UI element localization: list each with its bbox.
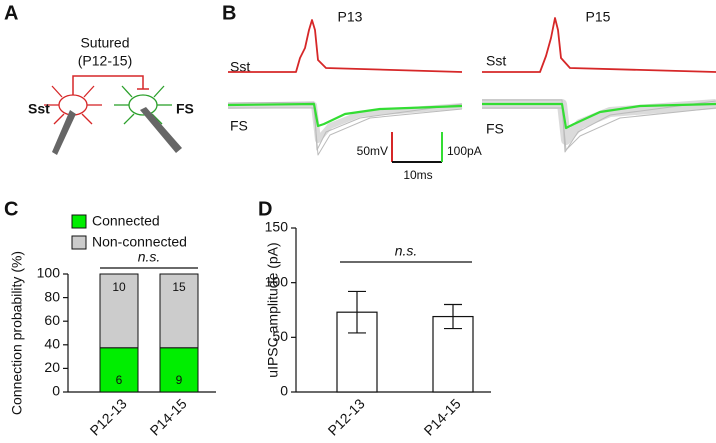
count-label: 6: [116, 373, 123, 387]
y-axis-label: Connection probability (%): [9, 251, 25, 415]
legend-swatch: [71, 235, 87, 250]
panel-letter: A: [4, 2, 18, 24]
trace-label: Sst: [486, 53, 506, 69]
electrode: [140, 107, 182, 153]
scale-label: 10ms: [403, 168, 432, 182]
x-tick-label: P14-15: [146, 395, 189, 438]
panel-letter: B: [222, 2, 236, 24]
y-axis-label: uIPSC amplitude (pA): [265, 242, 281, 377]
trace-title: P13: [338, 9, 363, 25]
y-tick-label: 20: [44, 359, 60, 375]
trace-label: Sst: [230, 59, 250, 75]
traces: [227, 17, 716, 156]
trace-title: P15: [586, 9, 611, 25]
y-tick-label: 0: [280, 383, 288, 399]
x-tick-label: P12-13: [324, 395, 367, 438]
y-tick-label: 100: [265, 273, 289, 289]
y-tick-label: 0: [52, 383, 60, 399]
x-tick-label: P12-13: [86, 395, 129, 438]
y-tick-label: 150: [265, 219, 289, 235]
bar-segment: [159, 273, 199, 349]
annotation: n.s.: [395, 243, 418, 259]
legend-swatch: [71, 214, 87, 229]
electrode: [52, 110, 76, 155]
cell-label: Sst: [28, 101, 50, 117]
scale-bars: [391, 132, 443, 163]
y-tick-label: 80: [44, 288, 60, 304]
legend-label: Connected: [92, 213, 160, 229]
y-tick-label: 40: [44, 336, 60, 352]
y-tick-label: 100: [37, 265, 61, 281]
count-label: 15: [172, 280, 186, 294]
scale-label: 50mV: [357, 144, 388, 158]
panel-letter: D: [258, 198, 272, 220]
y-tick-label: 60: [44, 312, 60, 328]
panel-letter: C: [4, 198, 18, 220]
scale-label: 100pA: [447, 144, 482, 158]
bar-segment: [159, 347, 199, 393]
bar-segment: [99, 273, 139, 349]
count-label: 10: [112, 280, 126, 294]
fs-cell: [114, 85, 172, 125]
diagram-title: Sutured: [80, 35, 129, 51]
annotation: n.s.: [138, 249, 161, 265]
bar-segment: [99, 347, 139, 393]
diagram-subtitle: (P12-15): [78, 53, 132, 69]
cell-label: FS: [176, 101, 194, 117]
count-label: 9: [176, 373, 183, 387]
legend-label: Non-connected: [92, 234, 187, 250]
y-tick-label: 50: [272, 328, 288, 344]
trace-label: FS: [486, 121, 504, 137]
connection: [72, 75, 149, 95]
x-tick-label: P14-15: [420, 395, 463, 438]
trace-label: FS: [230, 118, 248, 134]
